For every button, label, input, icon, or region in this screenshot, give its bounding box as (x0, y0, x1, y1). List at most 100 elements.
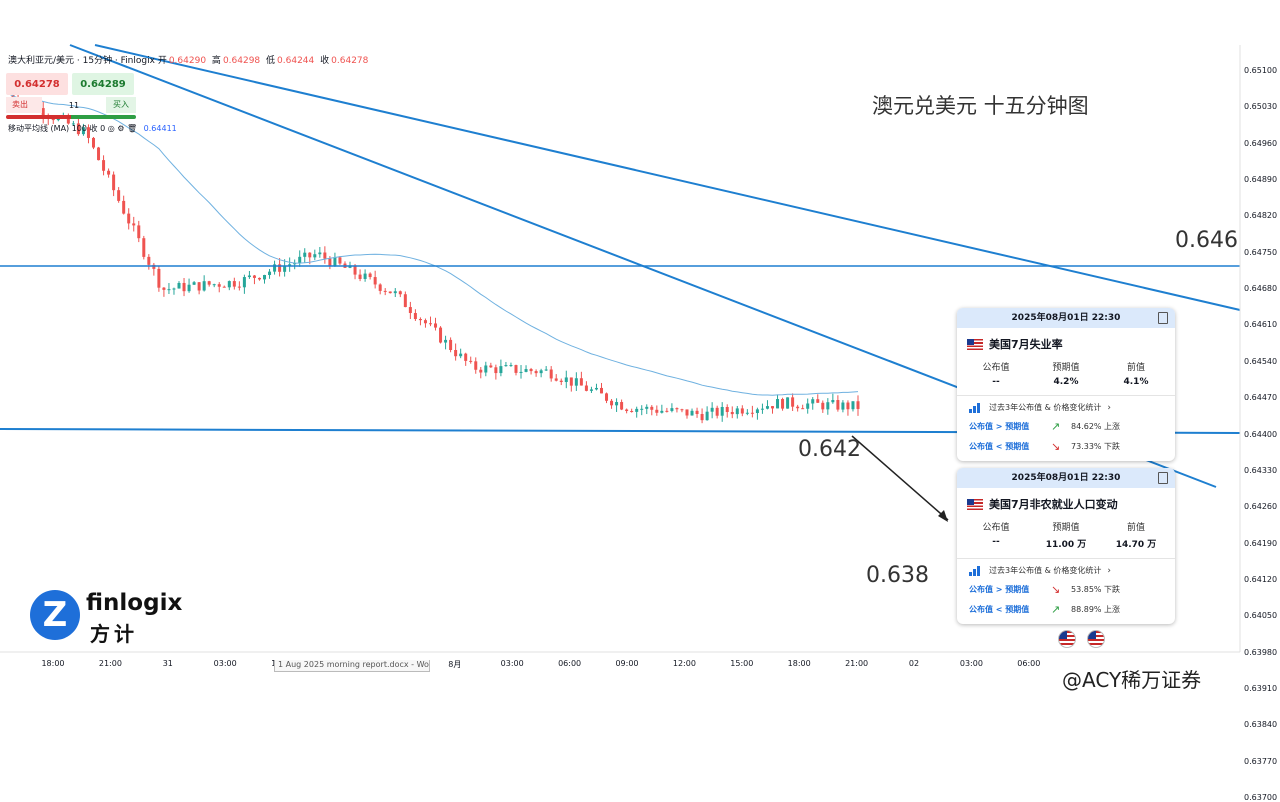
price-axis-label: 0.64680 (1244, 284, 1278, 294)
indicator-name: 移动平均线 (MA) (8, 124, 70, 133)
candle-body (408, 307, 412, 314)
level-label-lower: 0.642 (798, 437, 861, 462)
candle-body (710, 407, 714, 412)
us-event-marker-icon[interactable] (1058, 630, 1076, 648)
candle-body (856, 401, 860, 409)
copy-icon[interactable] (1158, 312, 1168, 324)
candle-body (308, 252, 312, 258)
candle-body (605, 393, 609, 401)
price-axis-label: 0.64330 (1244, 465, 1278, 475)
candle-body (252, 275, 256, 278)
candle-body (273, 264, 277, 272)
candle-body (594, 387, 598, 390)
candle-body (670, 408, 674, 411)
copy-icon[interactable] (1158, 472, 1168, 484)
candle-body (323, 252, 327, 259)
history-stats-link[interactable]: 过去3年公布值 & 价格变化统计 › (957, 565, 1175, 576)
high-label: 高 (211, 56, 221, 66)
candle-body (459, 353, 463, 357)
candle-body (489, 365, 493, 368)
candle-body (544, 369, 548, 371)
time-axis-label: 15:00 (730, 659, 754, 668)
candle-body (755, 409, 759, 414)
logo-icon: Z (30, 590, 80, 640)
previous-label: 前值 (1126, 523, 1145, 533)
candle-body (278, 264, 282, 272)
candle-body (519, 371, 523, 373)
candle-body (393, 291, 397, 294)
eye-icon[interactable]: ◎ (107, 124, 115, 133)
candle-body (353, 265, 357, 275)
price-axis-label: 0.63700 (1244, 793, 1278, 802)
price-chart[interactable] (0, 0, 1280, 720)
price-axis-label: 0.63840 (1244, 720, 1278, 730)
word-document-tab[interactable]: 1 Aug 2025 morning report.docx - Word (274, 660, 430, 672)
chart-title: 澳元兑美元 十五分钟图 (872, 94, 1089, 118)
candle-body (534, 371, 538, 374)
candle-body (599, 387, 603, 394)
candle-body (539, 370, 543, 374)
event-card-nonfarm[interactable]: 2025年08月01日 22:30 美国7月非农就业人口变动 公布值 -- 预期值… (957, 468, 1175, 624)
candle-body (142, 238, 146, 257)
candle-body (318, 252, 322, 255)
candle-body (172, 288, 176, 290)
us-event-marker-icon[interactable] (1087, 630, 1105, 648)
delete-icon[interactable]: 🗑 (126, 124, 138, 133)
condition-label: 公布值 > 预期值 (969, 422, 1030, 431)
buy-price-button[interactable]: 0.64289 (72, 73, 134, 95)
condition-label: 公布值 > 预期值 (969, 585, 1030, 594)
forecast-value: 11.00 万 (1045, 540, 1087, 550)
candle-body (403, 294, 407, 308)
condition-label: 公布值 < 预期值 (969, 442, 1030, 451)
trend-up-icon: ↗ (1051, 420, 1061, 433)
forecast-label: 预期值 (1052, 363, 1080, 373)
level-label-upper: 0.646 (1175, 228, 1238, 253)
event-stats: 公布值 -- 预期值 4.2% 前值 4.1% (957, 352, 1175, 387)
candle-body (760, 408, 764, 410)
candle-body (257, 277, 261, 280)
symbol-header: 澳大利亚元/美元 · 15分钟 · Finlogix 开 0.64290 高 0.6… (8, 53, 371, 66)
price-axis-label: 0.64260 (1244, 502, 1278, 512)
candle-body (97, 147, 101, 161)
history-link-text: 过去3年公布值 & 价格变化统计 (989, 403, 1102, 412)
condition-row: 公布值 < 预期值 ↘ 73.33% 下跌 (957, 433, 1175, 461)
candle-body (207, 281, 211, 285)
candle-body (514, 365, 518, 373)
time-axis-label: 21:00 (845, 659, 869, 668)
candle-body (821, 402, 825, 410)
candle-body (428, 323, 432, 325)
candle-body (776, 399, 780, 409)
candle-body (237, 286, 241, 288)
finlogix-logo: Z finlogix 方计 (30, 590, 190, 646)
candle-body (584, 385, 588, 391)
sell-price-button[interactable]: 0.64278 (6, 73, 68, 95)
price-axis-label: 0.64890 (1244, 175, 1278, 185)
bar-chart-icon (969, 565, 982, 576)
buy-button[interactable]: 买入 (106, 97, 136, 113)
quantity-input[interactable]: 11 (68, 100, 80, 110)
price-axis-label: 0.63980 (1244, 647, 1278, 657)
indicator-legend[interactable]: 移动平均线 (MA) 100 收 0 ◎ ⚙ 🗑 0.64411 (8, 123, 177, 134)
candle-body (801, 408, 805, 410)
candle-body (303, 252, 307, 257)
candle-body (333, 257, 337, 266)
time-axis-label: 12:00 (672, 659, 696, 668)
event-title: 美国7月失业率 (957, 328, 1175, 352)
history-stats-link[interactable]: 过去3年公布值 & 价格变化统计 › (957, 402, 1175, 413)
candle-body (464, 353, 468, 361)
candle-body (770, 406, 774, 409)
candle-body (449, 339, 453, 351)
projection-arrow-head (938, 510, 948, 522)
candle-body (625, 409, 629, 412)
price-axis-label: 0.65030 (1244, 102, 1278, 112)
candle-body (665, 410, 669, 412)
event-card-unemployment[interactable]: 2025年08月01日 22:30 美国7月失业率 公布值 -- 预期值 4.2% … (957, 308, 1175, 461)
candle-body (373, 277, 377, 285)
gear-icon[interactable]: ⚙ (117, 124, 125, 133)
time-axis-label: 06:00 (1017, 659, 1041, 668)
candle-body (524, 369, 528, 372)
candle-body (655, 409, 659, 413)
candle-body (851, 401, 855, 410)
sell-button[interactable]: 卖出 (6, 97, 42, 113)
candle-body (494, 367, 498, 374)
